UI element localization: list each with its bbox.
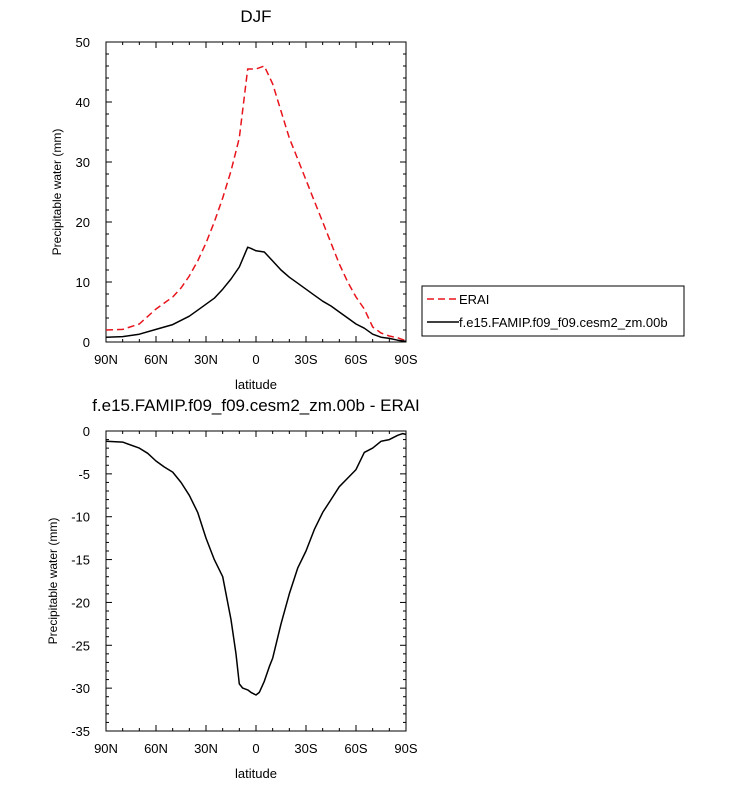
bottom-x-tick-label: 30S (294, 741, 317, 756)
bottom-x-tick-label: 60S (344, 741, 367, 756)
bottom-x-tick-label: 60N (144, 741, 168, 756)
bottom-plot-frame (105, 430, 407, 732)
top-x-tick-label: 60N (144, 352, 168, 367)
legend-box (421, 285, 685, 337)
bottom-title: f.e15.FAMIP.f09_f09.cesm2_zm.00b - ERAI (92, 396, 420, 415)
top-y-tick-label: 50 (76, 35, 90, 50)
top-panel: DJF 90N 60N 30N 0 30S 60S 90S 0 10 20 30 40 50 latit… (50, 7, 685, 392)
legend-label-cesm2: f.e15.FAMIP.f09_f09.cesm2_zm.00b (459, 315, 668, 330)
top-y-tick-label: 40 (76, 95, 90, 110)
bottom-y-tick-label: 0 (83, 424, 90, 439)
top-x-tick-label: 0 (252, 352, 259, 367)
bottom-x-axis-label: latitude (235, 766, 277, 781)
bottom-panel: f.e15.FAMIP.f09_f09.cesm2_zm.00b - ERAI … (46, 396, 420, 781)
bottom-y-tick-label: -30 (71, 681, 90, 696)
top-y-tick-label: 0 (83, 335, 90, 350)
top-x-tick-label: 30N (194, 352, 218, 367)
top-ticks: 90N 60N 30N 0 30S 60S 90S 0 10 20 30 40 50 (76, 35, 418, 367)
bottom-series (105, 432, 407, 696)
top-y-axis-label: Precipitable water (mm) (50, 129, 64, 256)
bottom-x-tick-label: 90N (94, 741, 118, 756)
bottom-y-tick-label: -15 (71, 553, 90, 568)
top-series-line-1 (105, 246, 407, 343)
top-x-axis-label: latitude (235, 377, 277, 392)
top-series (105, 65, 407, 343)
bottom-y-tick-label: -20 (71, 595, 90, 610)
top-title: DJF (240, 7, 271, 26)
bottom-y-tick-label: -35 (71, 724, 90, 739)
top-y-tick-label: 30 (76, 155, 90, 170)
bottom-ticks: 90N 60N 30N 0 30S 60S 90S 0 -5 -10 -15 -20 -25 -30 -35 (71, 424, 418, 756)
bottom-y-tick-label: -5 (78, 467, 90, 482)
legend: ERAI f.e15.FAMIP.f09_f09.cesm2_zm.00b (421, 285, 685, 337)
top-y-tick-label: 10 (76, 275, 90, 290)
top-x-tick-label: 90S (394, 352, 417, 367)
bottom-series-line-0 (105, 432, 407, 696)
bottom-y-axis-label: Precipitable water (mm) (46, 518, 60, 645)
bottom-y-tick-label: -10 (71, 510, 90, 525)
top-series-line-0 (105, 65, 407, 342)
top-y-tick-label: 20 (76, 215, 90, 230)
bottom-y-tick-label: -25 (71, 638, 90, 653)
top-x-tick-label: 60S (344, 352, 367, 367)
top-x-tick-label: 30S (294, 352, 317, 367)
bottom-x-tick-label: 0 (252, 741, 259, 756)
bottom-x-tick-label: 90S (394, 741, 417, 756)
bottom-x-tick-label: 30N (194, 741, 218, 756)
top-x-tick-label: 90N (94, 352, 118, 367)
top-plot-frame (105, 41, 407, 343)
legend-label-erai: ERAI (459, 292, 489, 307)
